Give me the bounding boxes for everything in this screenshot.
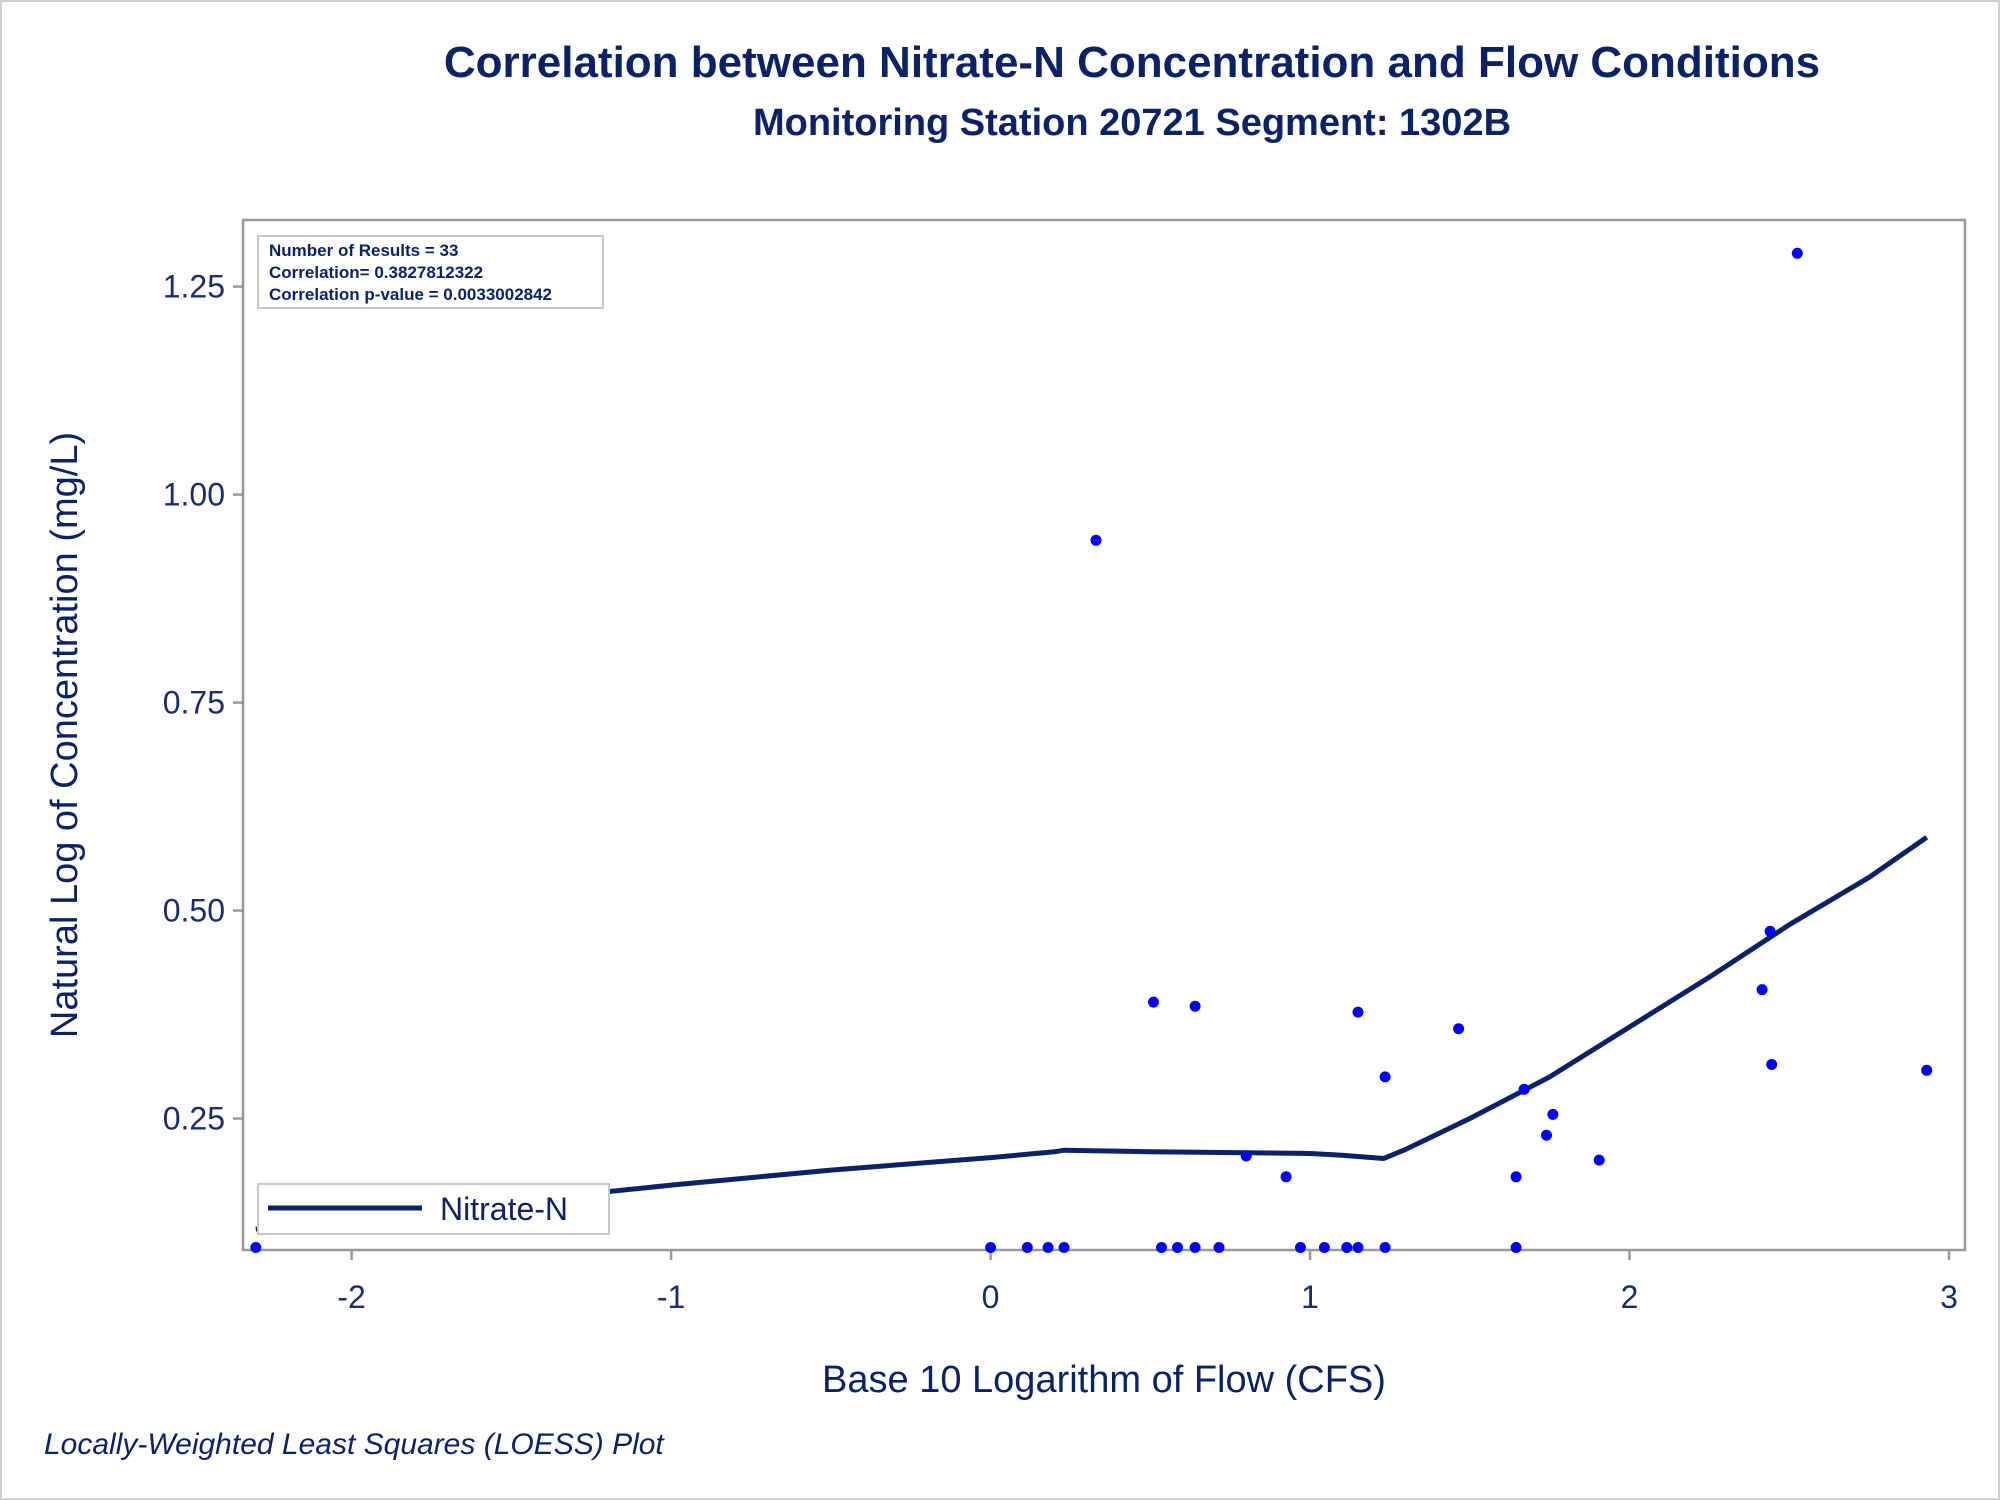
plot-area [241,218,1967,1252]
data-point [1240,1150,1252,1162]
x-tick-label: -1 [657,1279,685,1315]
x-tick-label: 3 [1940,1279,1958,1315]
axis-ticks: -2 -1 0 1 2 3 0.25 0.50 0.75 1.00 1.25 [163,269,1958,1315]
stats-box-frame [257,235,604,309]
data-point [1352,1006,1364,1018]
data-point [985,1242,997,1253]
data-point [1189,1000,1201,1012]
data-point [1021,1242,1033,1253]
x-axis-label: Base 10 Logarithm of Flow (CFS) [822,1359,1386,1401]
data-point [1766,1059,1778,1070]
data-point [1341,1242,1353,1253]
data-point [1510,1171,1522,1183]
point-series [250,247,1933,1253]
data-point [1379,1242,1391,1253]
data-point [1042,1242,1054,1253]
loess-series [255,835,1929,1232]
y-axis-label: Natural Log of Concentration (mg/L) [44,432,86,1038]
x-tick-label: -2 [337,1279,365,1315]
data-point [1213,1242,1225,1253]
data-point [1352,1242,1364,1253]
data-point [1541,1129,1552,1141]
data-point [1148,996,1159,1008]
data-point [1189,1242,1201,1253]
data-point [1756,984,1768,996]
data-point [1547,1108,1559,1120]
data-point [1379,1071,1391,1083]
chart-subtitle: Monitoring Station 20721 Segment: 1302B [752,102,1512,144]
stat-pvalue: Correlation p-value = 0.0033002842 [269,285,552,304]
loess-line [255,835,1929,1232]
chart-title: Correlation between Nitrate-N Concentrat… [443,38,1821,87]
data-point [1318,1242,1330,1253]
data-point [1172,1242,1183,1253]
data-point [250,1242,262,1253]
legend-label: Nitrate-N [440,1191,568,1227]
y-tick-label: 0.75 [163,685,225,721]
stat-correlation: Correlation= 0.3827812322 [269,263,483,282]
data-point [1518,1083,1530,1095]
data-point [1156,1242,1167,1253]
data-point [1090,534,1102,546]
x-tick-label: 1 [1301,1279,1319,1315]
legend: Nitrate-N [257,1183,610,1235]
data-point [1791,247,1803,259]
data-point [1921,1064,1933,1076]
y-tick-label: 1.25 [163,269,225,305]
chart-footnote: Locally-Weighted Least Squares (LOESS) P… [44,1428,664,1461]
data-point [1280,1171,1292,1183]
data-point [1295,1242,1306,1253]
x-tick-label: 0 [982,1279,1000,1315]
y-tick-label: 0.25 [163,1101,225,1137]
x-tick-label: 2 [1621,1279,1639,1315]
y-tick-label: 0.50 [163,893,225,929]
data-point [1058,1242,1070,1253]
data-point [1510,1242,1522,1253]
data-point [1764,925,1776,937]
stats-box: Number of Results = 33 Correlation= 0.38… [257,235,604,309]
data-point [1593,1154,1605,1166]
data-point [1453,1023,1465,1035]
y-tick-label: 1.00 [163,477,225,513]
stat-count: Number of Results = 33 [269,241,458,260]
